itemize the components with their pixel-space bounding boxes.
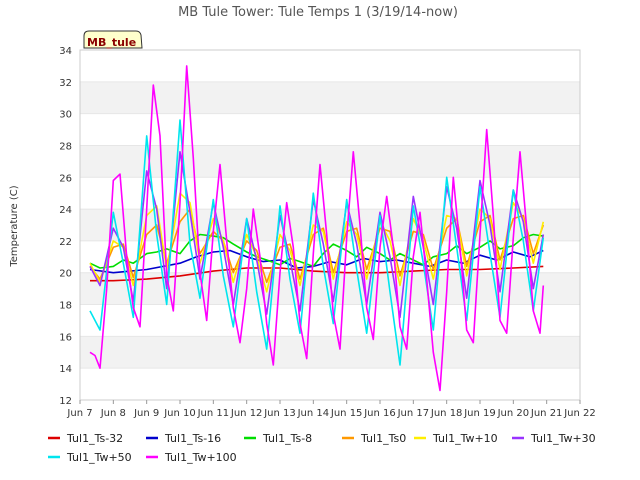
x-tick-label: Jun 11 bbox=[197, 408, 230, 419]
legend-item: Tul1_Ts-16 bbox=[146, 432, 221, 445]
y-tick-label: 22 bbox=[59, 237, 72, 248]
station-badge-shape bbox=[83, 30, 143, 49]
y-tick-label: 30 bbox=[59, 110, 72, 121]
legend-item: Tul1_Ts0 bbox=[342, 432, 406, 445]
x-tick-label: Jun 21 bbox=[530, 408, 563, 419]
x-tick-label: Jun 14 bbox=[297, 408, 330, 419]
legend-item: Tul1_Ts-32 bbox=[48, 432, 123, 445]
legend-label: Tul1_Tw+50 bbox=[66, 451, 132, 464]
y-tick-label: 26 bbox=[59, 173, 72, 184]
legend-label: Tul1_Ts-32 bbox=[66, 432, 123, 445]
legend-label: Tul1_Tw+100 bbox=[164, 451, 237, 464]
legend-item: Tul1_Tw+100 bbox=[146, 451, 237, 464]
legend-label: Tul1_Ts0 bbox=[360, 432, 406, 445]
x-tick-label: Jun 17 bbox=[397, 408, 430, 419]
grid-band bbox=[80, 336, 580, 369]
series-line bbox=[90, 265, 544, 282]
series-line bbox=[89, 119, 545, 366]
y-tick-label: 20 bbox=[59, 269, 72, 280]
grid-band bbox=[80, 145, 580, 178]
x-tick-label: Jun 18 bbox=[430, 408, 463, 419]
series-line bbox=[89, 65, 545, 392]
legend-label: Tul1_Tw+30 bbox=[530, 432, 596, 445]
x-tick-label: Jun 19 bbox=[463, 408, 496, 419]
x-tick-label: Jun 15 bbox=[330, 408, 363, 419]
y-tick-label: 16 bbox=[59, 332, 72, 343]
legend-item: Tul1_Tw+30 bbox=[512, 432, 596, 445]
grid-bands bbox=[80, 81, 580, 369]
y-axis-ticks: 12 14 16 18 20 22 24 26 28 30 32 34 bbox=[59, 46, 72, 407]
station-badge-label: MB_tule bbox=[87, 36, 136, 49]
y-tick-label: 12 bbox=[59, 396, 72, 407]
legend-item: Tul1_Ts-8 bbox=[244, 432, 312, 445]
x-tick-label: Jun 9 bbox=[133, 408, 159, 419]
chart-title: MB Tule Tower: Tule Temps 1 (3/19/14-now… bbox=[178, 5, 458, 20]
x-tick-label: Jun 20 bbox=[497, 408, 530, 419]
y-tick-label: 18 bbox=[59, 301, 72, 312]
y-tick-label: 32 bbox=[59, 78, 72, 89]
x-axis-ticks: Jun 7 Jun 8 Jun 9 Jun 10 Jun 11 Jun 12 Jun 13 J… bbox=[66, 400, 596, 419]
x-tick-label: Jun 7 bbox=[66, 408, 92, 419]
station-badge: MB_tule bbox=[83, 30, 143, 49]
plot-frame bbox=[79, 49, 581, 401]
legend-label: Tul1_Tw+10 bbox=[432, 432, 498, 445]
legend: Tul1_Ts-32 Tul1_Ts-16 Tul1_Ts-8 Tul1_Ts0 Tul… bbox=[48, 432, 596, 464]
x-tick-label: Jun 22 bbox=[563, 408, 596, 419]
legend-label: Tul1_Ts-8 bbox=[262, 432, 312, 445]
y-tick-label: 14 bbox=[59, 364, 72, 375]
x-tick-label: Jun 8 bbox=[100, 408, 126, 419]
x-tick-label: Jun 12 bbox=[230, 408, 263, 419]
y-tick-label: 28 bbox=[59, 141, 72, 152]
series-line bbox=[89, 151, 545, 319]
x-tick-label: Jun 16 bbox=[363, 408, 396, 419]
y-axis-label: Temperature (C) bbox=[9, 185, 20, 267]
y-tick-label: 24 bbox=[59, 205, 72, 216]
grid-band bbox=[80, 81, 580, 114]
legend-item: Tul1_Tw+50 bbox=[48, 451, 132, 464]
y-tick-label: 34 bbox=[59, 46, 72, 57]
legend-label: Tul1_Ts-16 bbox=[164, 432, 221, 445]
legend-item: Tul1_Tw+10 bbox=[414, 432, 498, 445]
series-lines bbox=[89, 65, 545, 392]
x-tick-label: Jun 13 bbox=[263, 408, 296, 419]
x-tick-label: Jun 10 bbox=[163, 408, 196, 419]
